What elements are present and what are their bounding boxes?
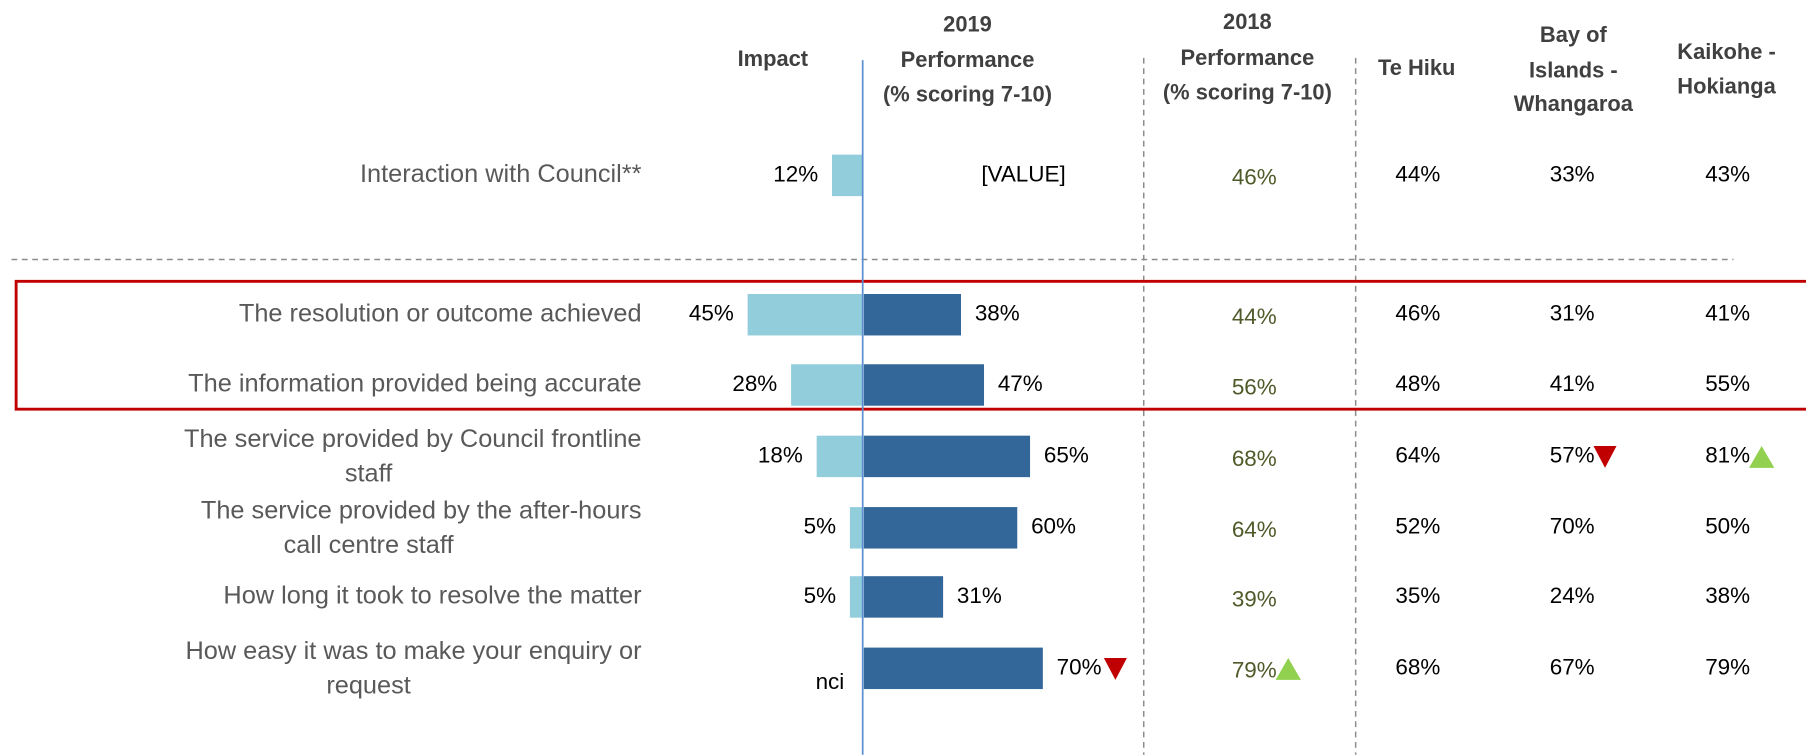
- column-header: Performance: [1181, 45, 1315, 70]
- column-value: 52%: [1395, 514, 1440, 539]
- column-value: 79%: [1232, 658, 1277, 683]
- column-value: 70%: [1550, 514, 1595, 539]
- column-value: 48%: [1395, 371, 1440, 396]
- performance-bar: [863, 435, 1031, 478]
- impact-label: nci: [816, 669, 845, 694]
- impact-bar: [747, 293, 863, 336]
- column-header: Bay of: [1540, 22, 1608, 47]
- impact-label: 28%: [732, 371, 777, 396]
- impact-bar: [816, 435, 863, 478]
- highlight-box: [14, 279, 1806, 411]
- column-value: 50%: [1705, 514, 1750, 539]
- impact-label: 5%: [804, 514, 836, 539]
- column-value: 79%: [1705, 654, 1750, 679]
- column-header: Whangaroa: [1514, 91, 1634, 116]
- impact-label: 18%: [758, 442, 803, 467]
- column-value: 31%: [1550, 301, 1595, 326]
- category-label: Interaction with Council**: [360, 160, 642, 188]
- column-value: 43%: [1705, 161, 1750, 186]
- column-header: Te Hiku: [1378, 55, 1455, 80]
- column-header: Hokianga: [1677, 74, 1776, 99]
- column-value: 81%: [1705, 442, 1750, 467]
- category-label: How easy it was to make your enquiry or: [185, 637, 642, 665]
- column-header: Performance: [901, 47, 1035, 72]
- impact-label: 5%: [804, 583, 836, 608]
- category-label: call centre staff: [284, 531, 455, 559]
- column-value: 68%: [1395, 654, 1440, 679]
- column-value: 38%: [1705, 583, 1750, 608]
- performance-label: 65%: [1044, 442, 1089, 467]
- flag-up: [1748, 446, 1775, 468]
- performance-label: 60%: [1031, 514, 1076, 539]
- column-header: 2018: [1223, 9, 1272, 34]
- column-value: 55%: [1705, 371, 1750, 396]
- column-value: 68%: [1232, 446, 1277, 471]
- column-header: Islands -: [1529, 57, 1618, 82]
- column-value: 56%: [1232, 374, 1277, 399]
- category-label: The service provided by the after-hours: [201, 496, 642, 524]
- column-value: 67%: [1550, 654, 1595, 679]
- category-label: request: [326, 671, 410, 699]
- performance-label: 38%: [975, 301, 1020, 326]
- category-label: The service provided by Council frontlin…: [184, 425, 642, 453]
- column-value: 41%: [1550, 371, 1595, 396]
- column-header: Impact: [738, 46, 809, 71]
- column-value: 64%: [1395, 442, 1440, 467]
- column-value: 57%: [1550, 442, 1595, 467]
- column-header: (% scoring 7-10): [883, 82, 1052, 107]
- performance-label: [VALUE]: [981, 161, 1065, 186]
- column-value: 46%: [1232, 165, 1277, 190]
- performance-label: 47%: [998, 371, 1043, 396]
- column-value: 46%: [1395, 301, 1440, 326]
- flag-down: [1593, 446, 1617, 468]
- impact-bar: [791, 364, 863, 406]
- impact-label: 45%: [689, 301, 734, 326]
- column-header: 2019: [943, 11, 992, 36]
- category-label: The information provided being accurate: [188, 370, 641, 398]
- column-value: 35%: [1395, 583, 1440, 608]
- column-value: 64%: [1232, 517, 1277, 542]
- impact-bar: [832, 154, 863, 197]
- performance-bar: [863, 507, 1018, 549]
- column-value: 44%: [1232, 304, 1277, 329]
- column-value: 33%: [1550, 161, 1595, 186]
- performance-bar: [863, 364, 985, 406]
- category-label: The resolution or outcome achieved: [239, 299, 642, 327]
- flag-up: [1275, 657, 1301, 680]
- impact-bar: [849, 507, 863, 549]
- column-header: Kaikohe -: [1677, 39, 1775, 64]
- performance-bar: [863, 647, 1043, 690]
- flag-down: [1103, 657, 1127, 680]
- column-value: 39%: [1232, 586, 1277, 611]
- performance-bar: [863, 576, 944, 618]
- category-label: How long it took to resolve the matter: [223, 582, 642, 610]
- column-header: (% scoring 7-10): [1163, 79, 1332, 104]
- category-label: staff: [345, 460, 393, 488]
- column-value: 41%: [1705, 301, 1750, 326]
- impact-label: 12%: [773, 161, 818, 186]
- performance-label: 70%: [1057, 654, 1102, 679]
- column-value: 44%: [1395, 161, 1440, 186]
- performance-bar: [863, 293, 962, 336]
- column-value: 24%: [1550, 583, 1595, 608]
- impact-bar: [849, 576, 863, 618]
- performance-label: 31%: [957, 583, 1002, 608]
